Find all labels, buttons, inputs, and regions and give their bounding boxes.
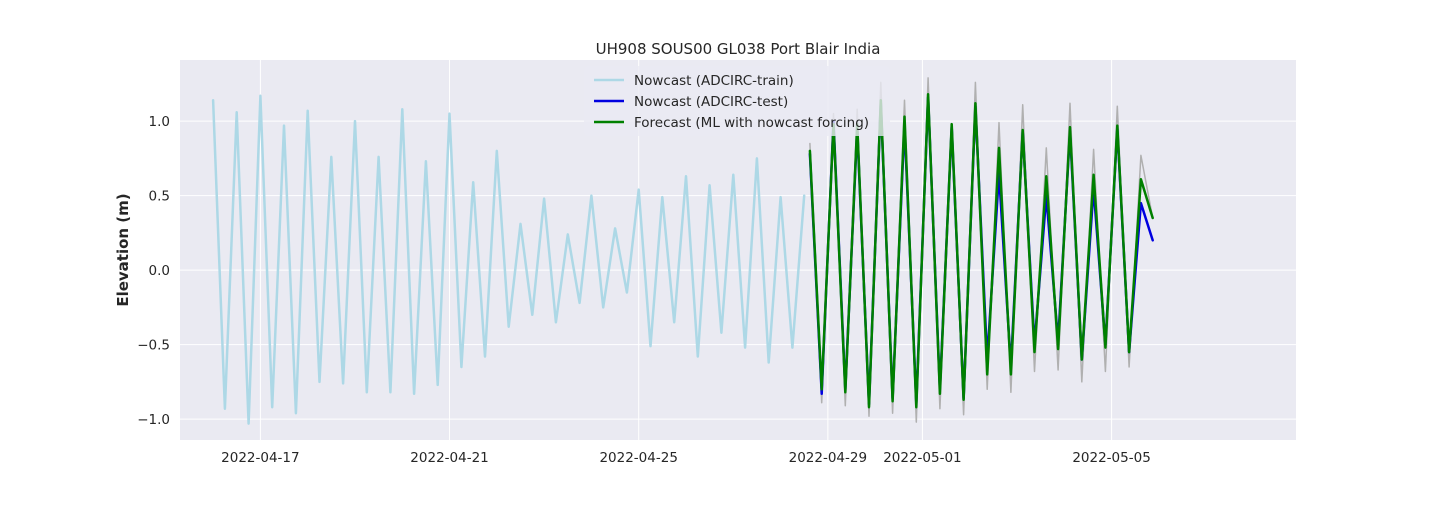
series-line-forecast-ml-with-nowcast-forcing [808,93,1154,409]
legend-label-nowcast-adcirc-test: Nowcast (ADCIRC-test) [634,94,788,110]
y-tick-label: −1.0 [137,412,170,428]
series-group [211,77,1154,425]
x-tick-label: 2022-04-25 [599,450,677,466]
y-tick-label: 0.5 [149,189,170,205]
legend-frame [584,66,890,136]
y-tick-label: 0.0 [149,263,170,279]
series-line-nowcast-adcirc-train [211,94,806,425]
y-tick-label: −0.5 [137,338,170,354]
legend-label-nowcast-adcirc-train: Nowcast (ADCIRC-train) [634,73,794,89]
x-tick-label: 2022-04-17 [221,450,299,466]
tick-labels: 2022-04-17 2022-04-21 2022-04-25 2022-04-29… [137,114,1151,466]
legend: Nowcast (ADCIRC-train) Nowcast (ADCIRC-te… [584,66,890,136]
x-tick-label: 2022-04-21 [410,450,488,466]
legend-label-forecast-ml-with-nowcast-forcing: Forecast (ML with nowcast forcing) [634,115,869,131]
y-tick-label: 1.0 [149,114,170,130]
y-axis-label: Elevation (m) [114,193,132,306]
x-tick-label: 2022-05-01 [883,450,961,466]
x-tick-label: 2022-04-29 [789,450,867,466]
x-tick-label: 2022-05-05 [1072,450,1150,466]
chart-title: UH908 SOUS00 GL038 Port Blair India [596,40,881,58]
